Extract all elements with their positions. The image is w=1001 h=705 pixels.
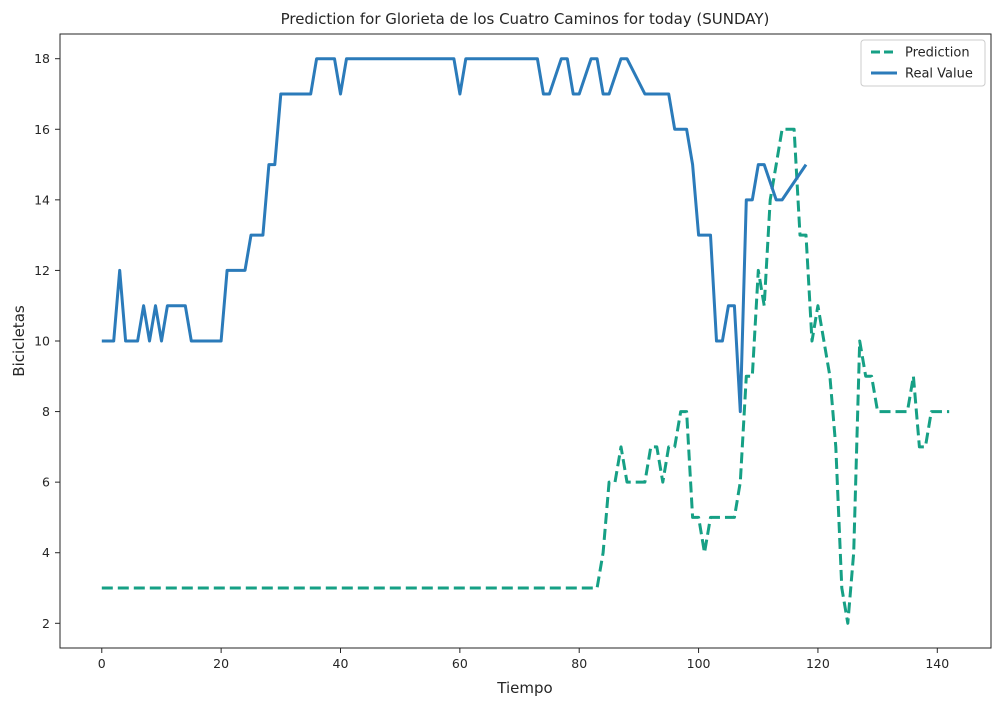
legend-label-prediction: Prediction: [905, 46, 970, 61]
x-tick-label-100: 100: [687, 656, 711, 671]
x-tick-label-60: 60: [452, 656, 468, 671]
x-axis-label: Tiempo: [496, 679, 552, 697]
y-tick-label-2: 2: [42, 616, 50, 631]
x-tick-label-140: 140: [925, 656, 949, 671]
y-tick-label-14: 14: [34, 192, 50, 207]
x-tick-label-120: 120: [806, 656, 830, 671]
legend-label-real-value: Real Value: [905, 67, 973, 82]
x-tick-label-80: 80: [571, 656, 587, 671]
y-tick-label-16: 16: [34, 122, 50, 137]
y-tick-label-4: 4: [42, 545, 50, 560]
series-line-prediction: [101, 127, 950, 625]
y-tick-label-12: 12: [34, 263, 50, 278]
y-tick-label-6: 6: [42, 475, 50, 490]
x-tick-label-20: 20: [213, 656, 229, 671]
y-tick-label-8: 8: [42, 404, 50, 419]
y-tick-label-10: 10: [34, 334, 50, 349]
y-tick-label-18: 18: [34, 51, 50, 66]
chart-title: Prediction for Glorieta de los Cuatro Ca…: [281, 10, 770, 28]
series-line-real-value: [101, 57, 808, 414]
legend: Prediction Real Value: [860, 39, 986, 87]
x-tick-label-0: 0: [98, 656, 106, 671]
x-axis-ticks: 0 20 40 60 80 100 120 140: [98, 648, 949, 671]
y-axis-label: Bicicletas: [10, 305, 28, 377]
y-axis-ticks: 2 4 6 8 10 12 14 16 18: [34, 51, 60, 631]
x-tick-label-40: 40: [333, 656, 349, 671]
series-layer: [101, 57, 950, 625]
